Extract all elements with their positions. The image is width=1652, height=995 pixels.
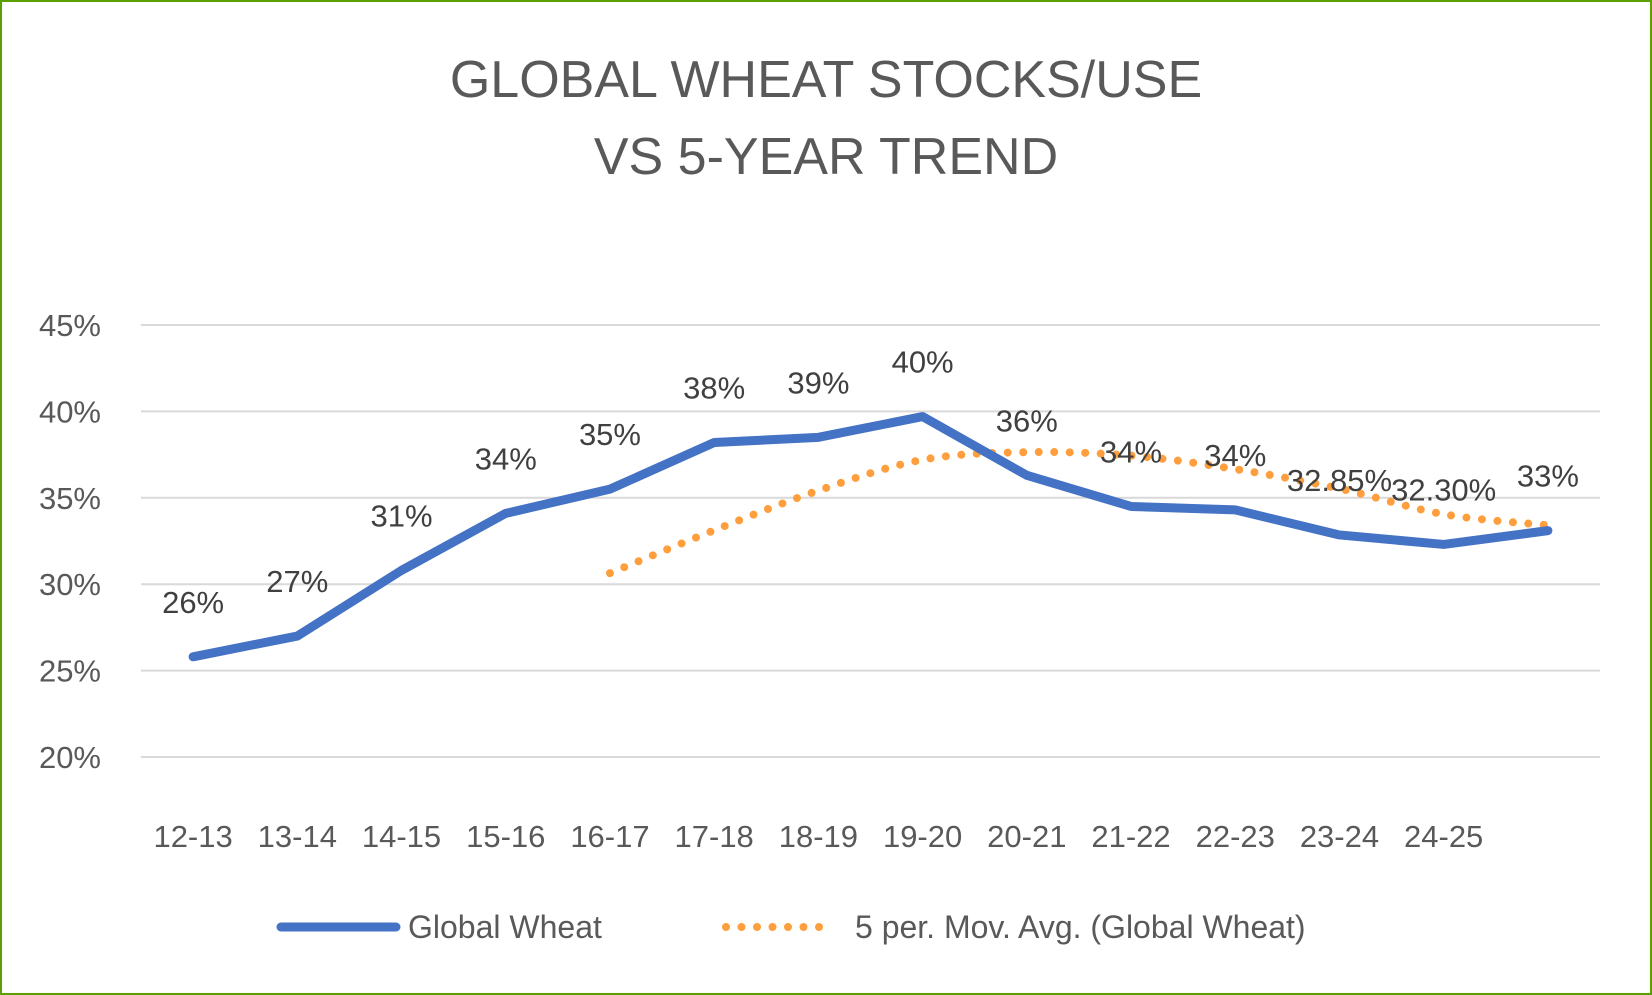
legend-label-moving-average: 5 per. Mov. Avg. (Global Wheat) xyxy=(855,909,1306,945)
series-global-wheat-line xyxy=(188,412,1553,662)
x-tick-label: 20-21 xyxy=(987,819,1066,854)
data-label: 32.85% xyxy=(1287,463,1392,498)
y-tick-label: 30% xyxy=(39,567,101,602)
data-label: 39% xyxy=(787,365,849,400)
x-tick-label: 15-16 xyxy=(466,819,545,854)
x-tick-label: 22-23 xyxy=(1196,819,1275,854)
series-moving-average-line xyxy=(605,448,1552,578)
legend-label-global-wheat: Global Wheat xyxy=(408,909,602,945)
chart-title-line-1: GLOBAL WHEAT STOCKS/USE xyxy=(450,51,1202,109)
x-tick-label: 23-24 xyxy=(1300,819,1379,854)
x-tick-label: 13-14 xyxy=(258,819,337,854)
data-label: 38% xyxy=(683,371,745,406)
legend: Global Wheat 5 per. Mov. Avg. (Global Wh… xyxy=(276,909,1306,945)
data-label: 35% xyxy=(579,417,641,452)
y-tick-label: 20% xyxy=(39,740,101,775)
data-label: 40% xyxy=(892,345,954,380)
chart-title-line-2: VS 5-YEAR TREND xyxy=(594,128,1058,186)
data-label: 33% xyxy=(1517,459,1579,494)
y-tick-label: 45% xyxy=(39,308,101,343)
x-tick-label: 18-19 xyxy=(779,819,858,854)
y-tick-label: 40% xyxy=(39,394,101,429)
data-label: 36% xyxy=(996,403,1058,438)
x-tick-label: 14-15 xyxy=(362,819,441,854)
data-label: 34% xyxy=(475,441,537,476)
data-label: 34% xyxy=(1100,434,1162,469)
x-tick-label: 21-22 xyxy=(1091,819,1170,854)
data-label: 27% xyxy=(266,564,328,599)
x-tick-label: 24-25 xyxy=(1404,819,1483,854)
x-tick-label: 19-20 xyxy=(883,819,962,854)
data-label: 31% xyxy=(371,498,433,533)
y-tick-label: 25% xyxy=(39,654,101,689)
y-tick-label: 35% xyxy=(39,481,101,516)
data-label: 26% xyxy=(162,585,224,620)
data-label: 32.30% xyxy=(1391,472,1496,507)
x-tick-label: 16-17 xyxy=(570,819,649,854)
x-tick-label: 12-13 xyxy=(153,819,232,854)
x-tick-label: 17-18 xyxy=(675,819,754,854)
data-label: 34% xyxy=(1204,438,1266,473)
